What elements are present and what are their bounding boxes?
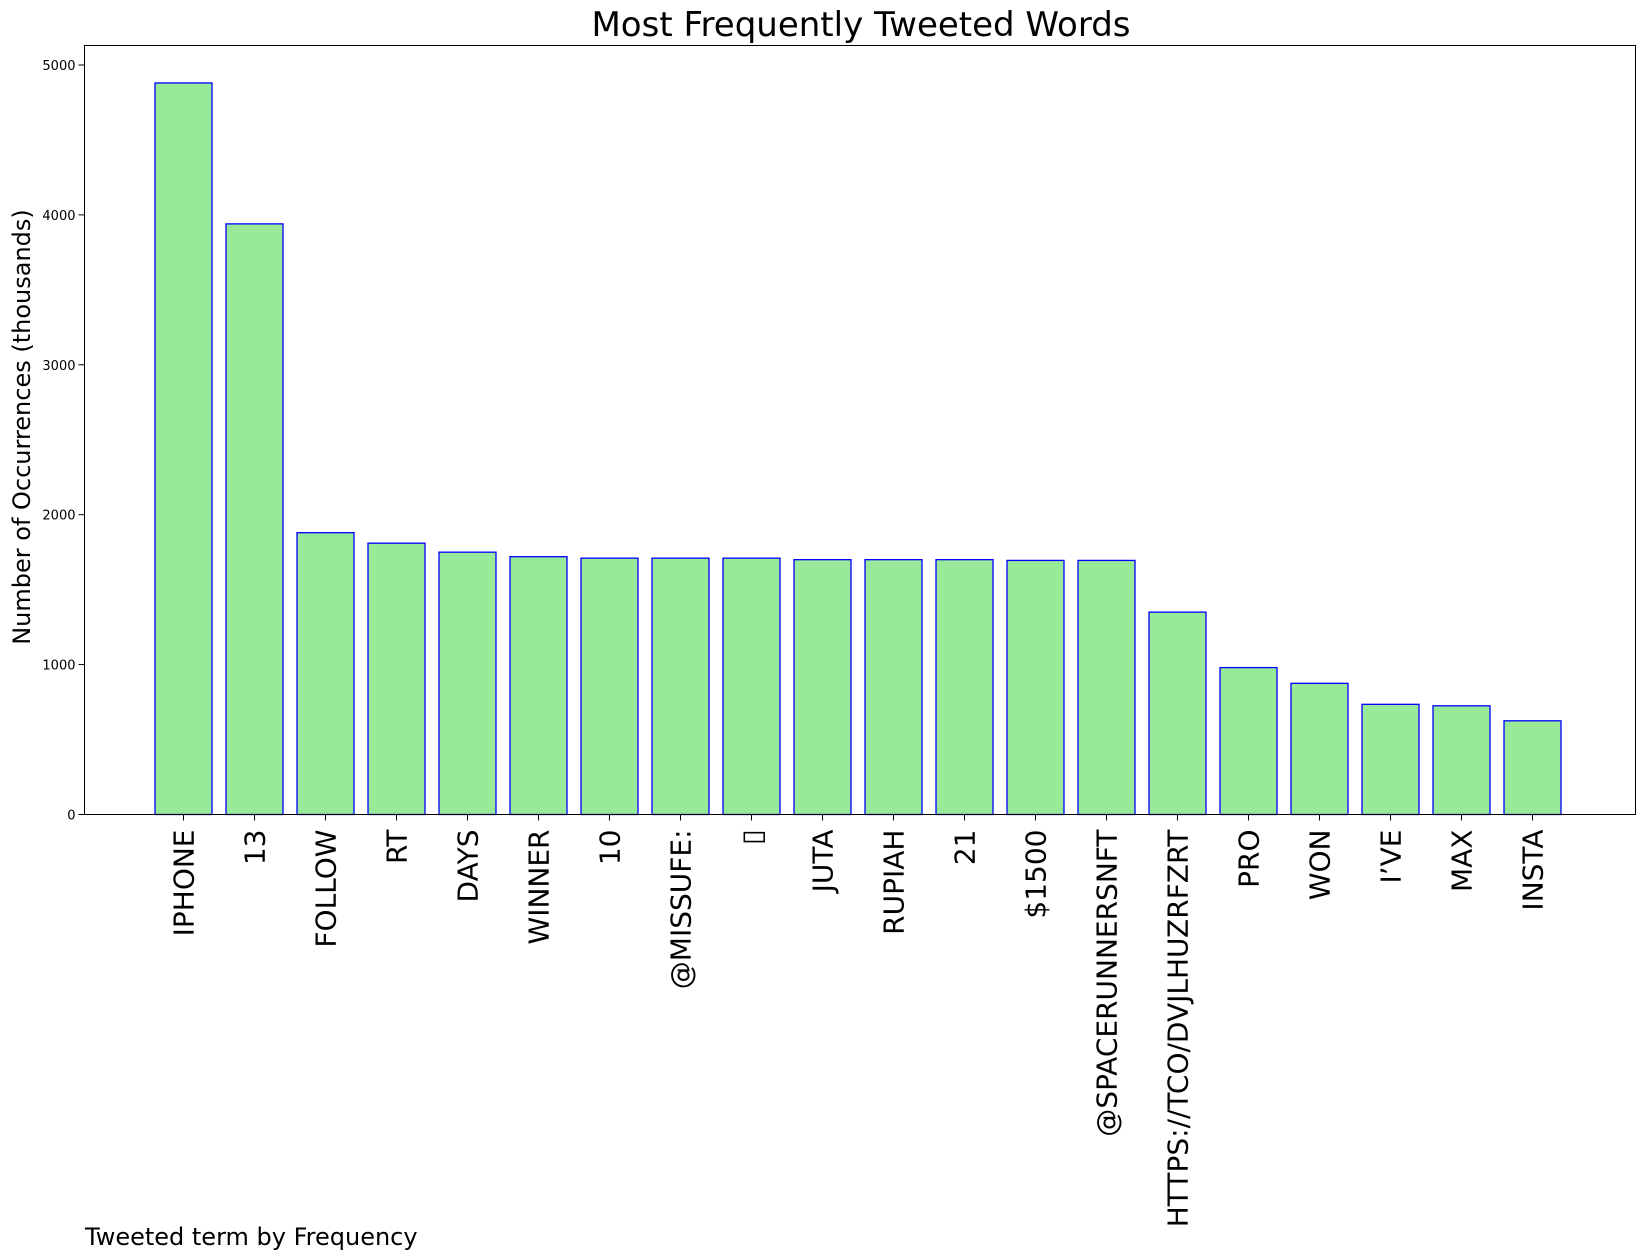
x-tick-label: JUTA [807, 830, 840, 895]
x-tick-label: @SPACERUNNERSNFT [1091, 829, 1124, 1137]
x-tick-label: MAX [1446, 830, 1479, 893]
bar [722, 557, 781, 816]
bar [296, 532, 355, 816]
bar [1290, 682, 1349, 816]
y-axis-label: Number of Occurrences (thousands) [8, 209, 36, 645]
bar [1077, 559, 1136, 816]
x-tick-label: ▯ [736, 830, 769, 845]
bar [1361, 703, 1420, 816]
bar [1219, 666, 1278, 816]
bar [651, 557, 710, 816]
x-tick-label: DAYS [452, 830, 485, 903]
bar [1006, 559, 1065, 816]
y-tick-label: 0 [67, 809, 75, 824]
x-tick-label: WON [1304, 830, 1337, 901]
bar [225, 223, 284, 816]
x-tick-label: 21 [949, 830, 982, 866]
x-tick-label: RT [381, 829, 414, 864]
bar [154, 82, 213, 816]
bar [438, 551, 497, 816]
y-tick-label: 1000 [42, 659, 75, 674]
bar [793, 559, 852, 816]
x-tick-label: $1500 [1020, 830, 1053, 919]
x-axis-label: Tweeted term by Frequency [84, 1223, 418, 1251]
x-ticks-group: IPHONE 13 FOLLOW RT DAYS WINNER 10 @MISSUFE: ▯ JU… [168, 814, 1550, 1228]
x-tick-label: I’VE [1375, 830, 1408, 884]
bar [367, 542, 426, 816]
x-tick-label: RUPIAH [878, 830, 911, 935]
x-tick-label: 10 [594, 830, 627, 866]
x-tick-label: PRO [1233, 830, 1266, 888]
y-tick-label: 5000 [42, 59, 75, 74]
x-tick-label: HTTPS://TCO/DVJLHUZRFZRT [1162, 829, 1195, 1228]
y-ticks-group: 0 1000 2000 3000 4000 5000 [42, 59, 85, 824]
bar [509, 556, 568, 816]
y-tick-label: 3000 [42, 359, 75, 374]
bar [1503, 720, 1562, 816]
bar [1432, 705, 1491, 816]
plot-frame [84, 45, 1636, 815]
y-tick-label: 4000 [42, 209, 75, 224]
x-tick-label: @MISSUFE: [665, 830, 698, 990]
x-tick-label: 13 [239, 830, 272, 866]
chart-title: Most Frequently Tweeted Words [591, 5, 1130, 45]
bar [935, 559, 994, 816]
y-tick-label: 2000 [42, 509, 75, 524]
x-tick-label: FOLLOW [310, 830, 343, 948]
x-tick-label: WINNER [523, 830, 556, 945]
bar [1148, 611, 1207, 816]
bar [864, 559, 923, 816]
bar [580, 557, 639, 816]
bars-group [154, 82, 1562, 816]
x-tick-label: INSTA [1517, 830, 1550, 911]
x-tick-label: IPHONE [168, 830, 201, 937]
